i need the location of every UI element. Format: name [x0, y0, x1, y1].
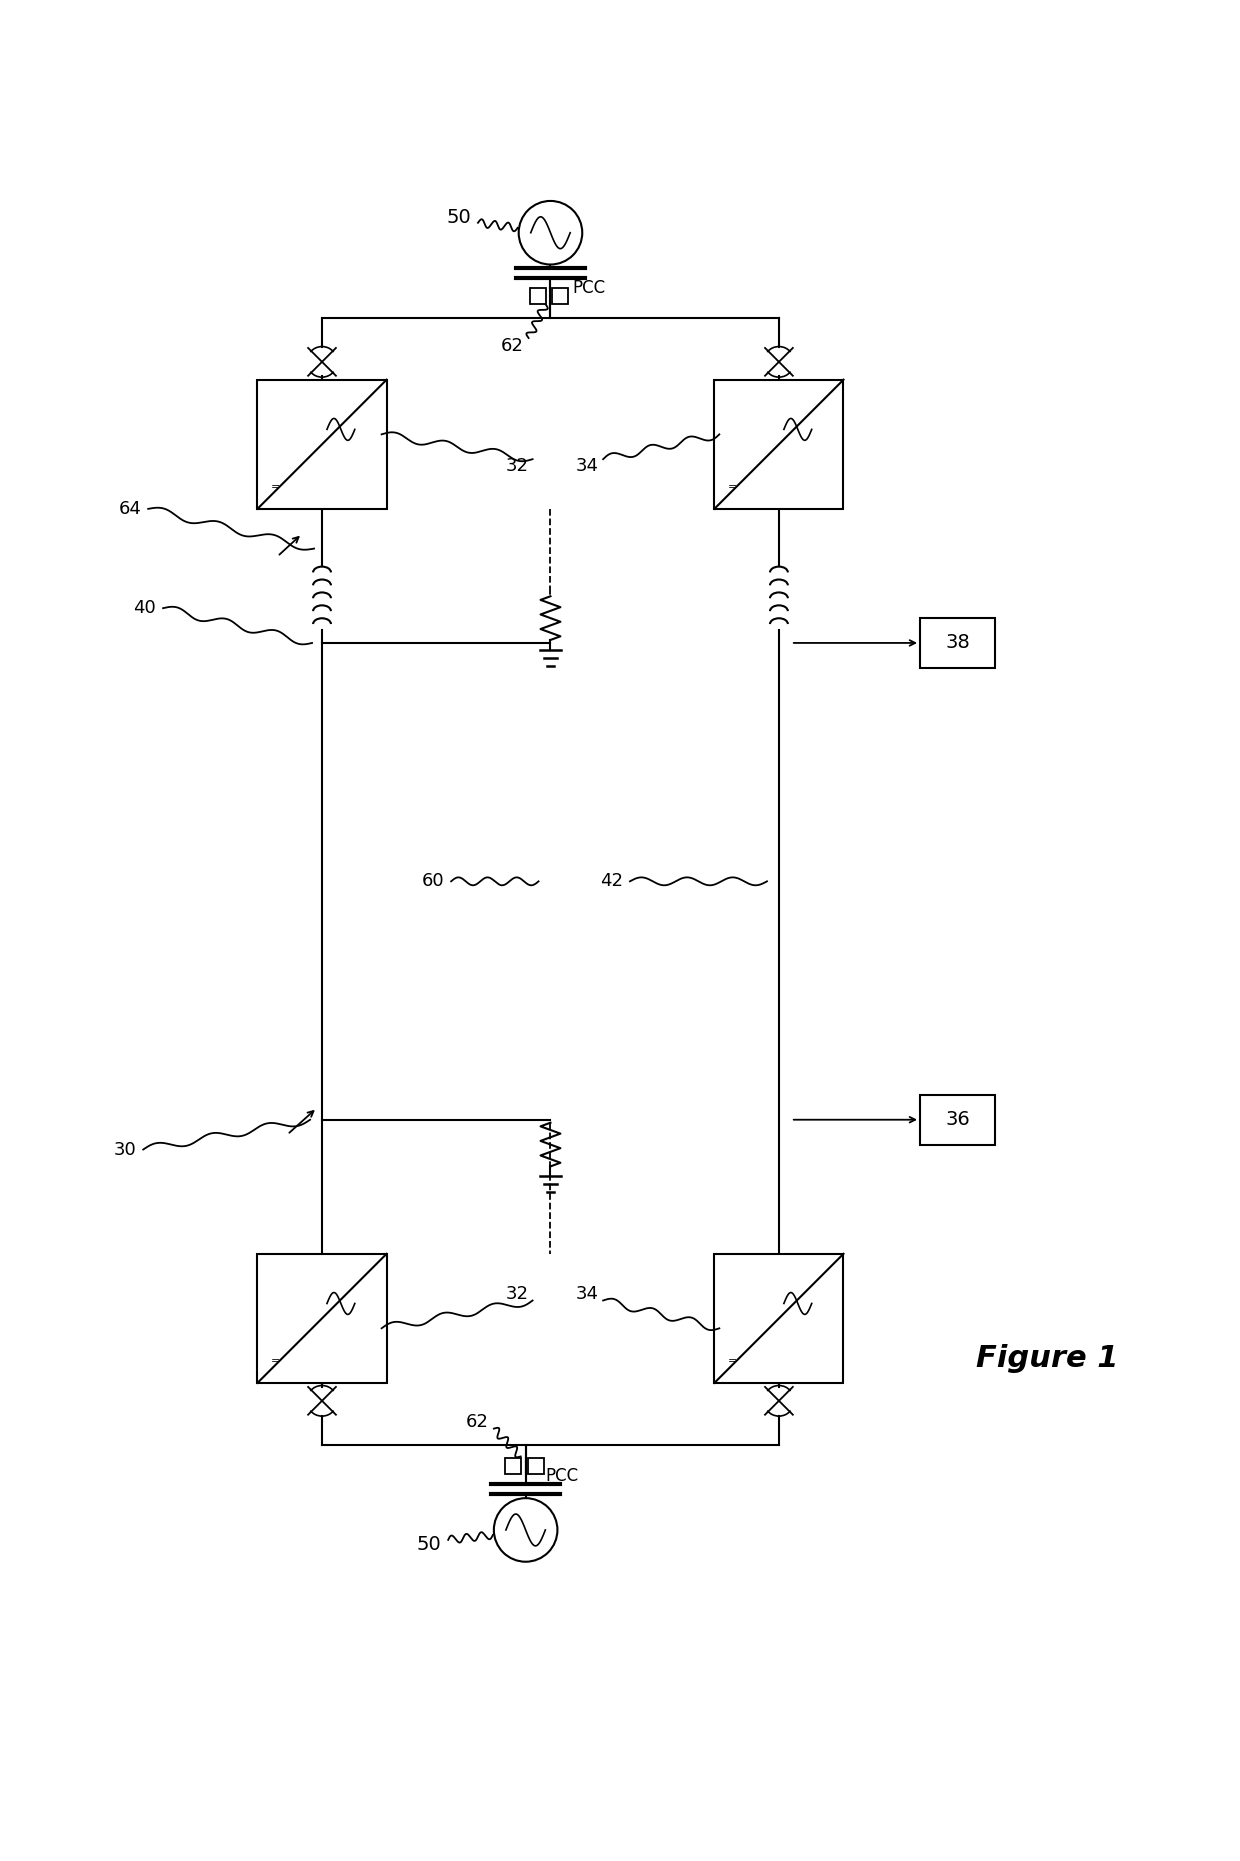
Bar: [528, 1459, 543, 1474]
Text: =: =: [270, 482, 280, 491]
Bar: [258, 1254, 387, 1383]
Text: 62: 62: [501, 337, 523, 355]
Text: 36: 36: [945, 1111, 970, 1130]
Text: 30: 30: [113, 1141, 136, 1159]
Text: 62: 62: [466, 1412, 489, 1431]
Text: 34: 34: [575, 458, 599, 475]
Text: 34: 34: [575, 1284, 599, 1303]
Bar: [258, 380, 387, 508]
Text: 40: 40: [133, 599, 156, 618]
Bar: [714, 1254, 843, 1383]
Bar: [920, 618, 994, 668]
Text: =: =: [270, 1357, 280, 1366]
Text: 32: 32: [506, 458, 528, 475]
Bar: [529, 288, 546, 303]
Text: 38: 38: [945, 633, 970, 653]
Text: 50: 50: [446, 208, 471, 227]
Bar: [714, 380, 843, 508]
Bar: [505, 1459, 521, 1474]
Text: 42: 42: [600, 873, 624, 890]
Text: 32: 32: [506, 1284, 528, 1303]
Text: =: =: [728, 482, 737, 491]
Circle shape: [518, 201, 583, 264]
Text: =: =: [728, 1357, 737, 1366]
Text: 64: 64: [118, 501, 141, 517]
Text: Figure 1: Figure 1: [976, 1344, 1118, 1373]
Text: 60: 60: [422, 873, 444, 890]
Bar: [553, 288, 568, 303]
Text: PCC: PCC: [573, 279, 605, 298]
Text: PCC: PCC: [546, 1466, 579, 1485]
Text: 50: 50: [417, 1535, 441, 1554]
Circle shape: [494, 1498, 558, 1561]
Bar: [920, 1094, 994, 1145]
